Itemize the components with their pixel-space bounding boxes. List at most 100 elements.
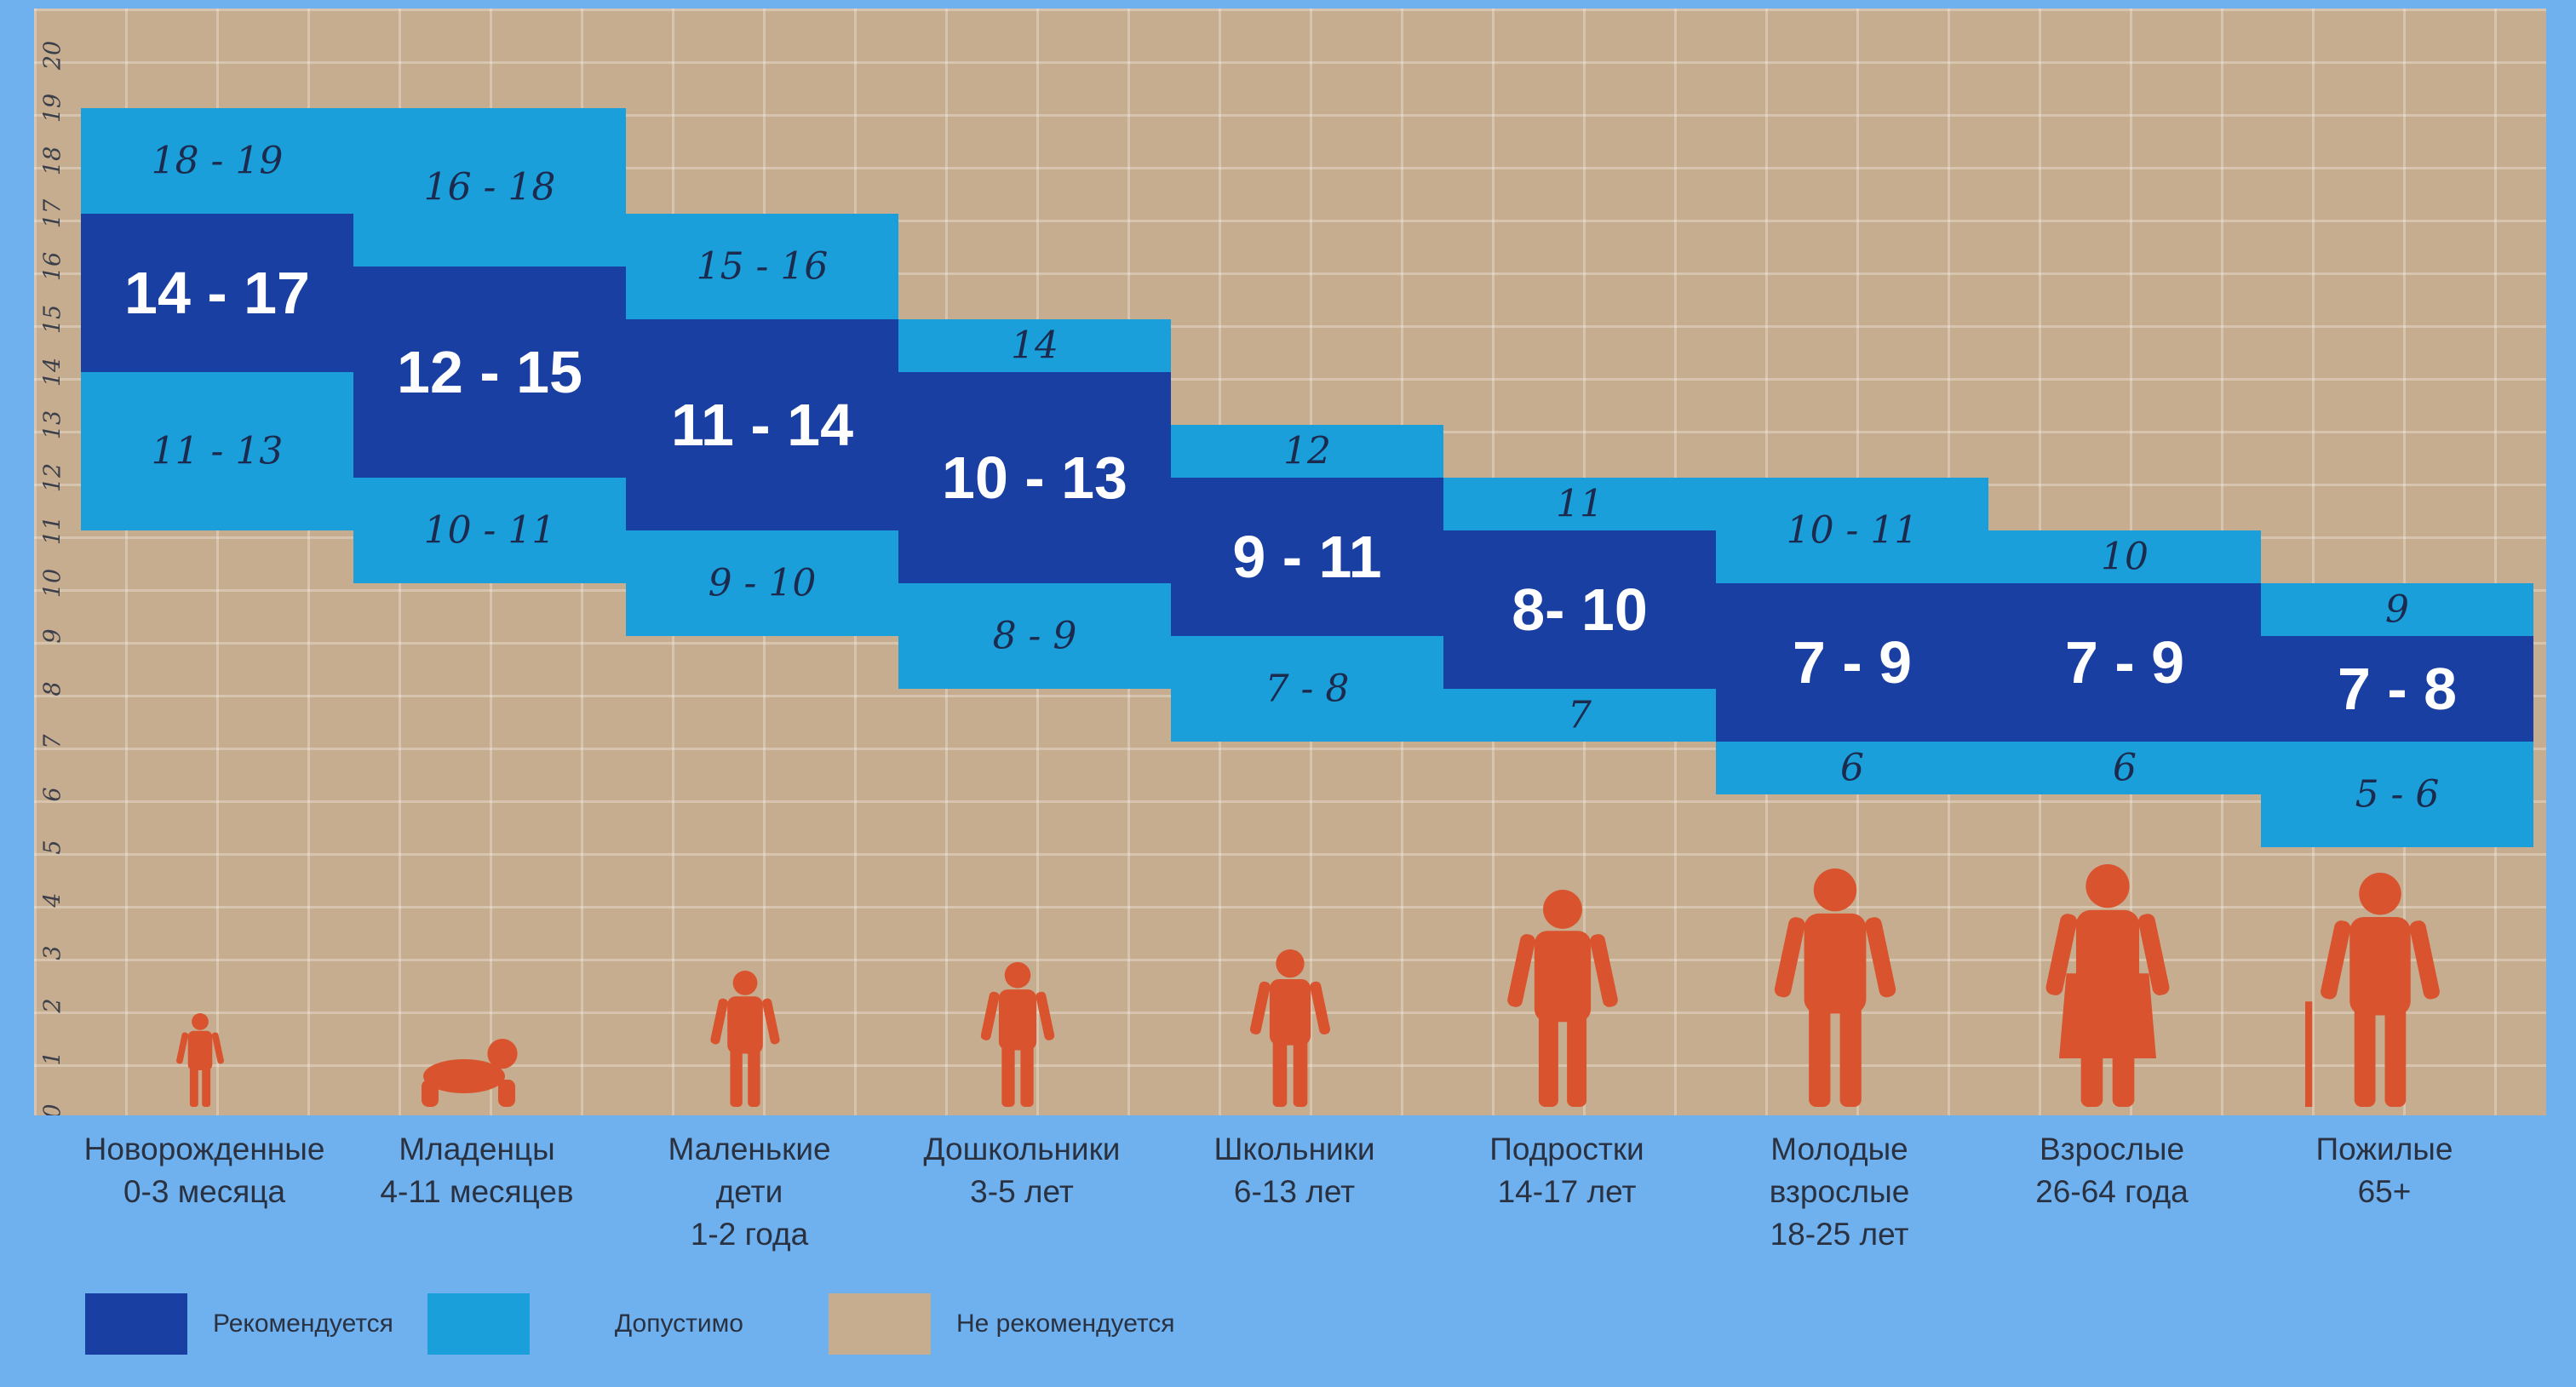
teenager-figure-icon [1507,890,1618,1107]
acceptable-low-label-5: 7 [1568,694,1592,737]
acceptable-high-label-0: 18 - 19 [152,140,284,183]
acceptable-low-bar-5 [1443,689,1716,742]
acceptable-low-bar-0 [81,372,353,530]
acceptable-high-label-3: 14 [1011,324,1059,368]
legend-label-not-recommended: Не рекомендуется [955,1310,1175,1338]
legend: Рекомендуется Допустимо Не рекомендуется [85,1290,1209,1358]
acceptable-low-bar-3 [898,583,1171,689]
adult-figure-icon [2045,864,2170,1107]
y-tick-label-15: 15 [40,305,66,334]
acceptable-low-bar-1 [353,478,626,583]
recommended-bar-2 [626,319,898,530]
acceptable-high-bar-5 [1443,478,1716,530]
y-tick-label-10: 10 [40,569,66,598]
recommended-bar-1 [353,267,626,478]
acceptable-low-label-6: 6 [1840,747,1864,790]
acceptable-high-bar-2 [626,214,898,319]
recommended-bar-6 [1716,583,1988,742]
recommended-bar-7 [1988,583,2261,742]
acceptable-high-bar-3 [898,319,1171,372]
category-label-2: Маленькие дети 1-2 года [668,1132,831,1252]
y-tick-label-1: 1 [40,1051,66,1065]
y-tick-label-19: 19 [40,94,66,123]
acceptable-high-bar-7 [1988,530,2261,583]
acceptable-low-label-3: 8 - 9 [993,615,1077,658]
legend-swatch-acceptable [427,1293,530,1355]
elderly-figure-icon [2305,873,2440,1107]
recommended-label-0: 14 - 17 [124,260,310,326]
acceptable-low-label-4: 7 - 8 [1265,668,1350,711]
y-tick-label-17: 17 [40,198,66,228]
recommended-label-5: 8- 10 [1512,576,1648,643]
acceptable-high-label-1: 16 - 18 [424,166,556,209]
chart-panel: 0 1 2 3 4 5 6 7 8 9 10 11 12 13 14 15 16 17 18 19 20 18 - 19 1… [34,9,2546,1115]
acceptable-high-bar-0 [81,108,353,214]
recommended-label-1: 12 - 15 [397,339,582,405]
young-adult-figure-icon [1774,868,1896,1107]
y-tick-label-2: 2 [40,998,66,1013]
y-tick-label-12: 12 [40,463,66,492]
y-tick-label-18: 18 [40,146,66,175]
toddler-figure-icon [710,971,780,1107]
recommended-bar-0 [81,214,353,372]
category-label-0: Новорожденные 0-3 месяца [83,1132,325,1209]
y-tick-label-5: 5 [40,840,66,854]
recommended-label-3: 10 - 13 [942,444,1127,511]
y-tick-label-20: 20 [40,41,66,71]
y-tick-label-0: 0 [40,1103,66,1115]
y-tick-label-7: 7 [40,734,66,749]
recommended-bar-8 [2261,636,2533,742]
recommended-bar-4 [1171,478,1443,636]
recommended-label-4: 9 - 11 [1232,524,1381,590]
acceptable-high-bar-4 [1171,425,1443,478]
preschooler-figure-icon [980,962,1055,1107]
y-tick-label-16: 16 [40,252,66,281]
category-label-8: Пожилые 65+ [2315,1132,2453,1209]
category-label-7: Взрослые 26-64 года [2035,1132,2189,1209]
y-tick-label-6: 6 [40,787,66,801]
acceptable-low-bar-7 [1988,742,2261,794]
recommended-bar-3 [898,372,1171,583]
category-label-5: Подростки 14-17 лет [1489,1132,1644,1209]
y-tick-label-13: 13 [40,410,66,439]
legend-label-acceptable: Допустимо [614,1310,743,1338]
category-label-6: Молодые взрослые 18-25 лет [1769,1132,1910,1252]
acceptable-high-label-5: 11 [1556,483,1604,526]
acceptable-high-label-6: 10 - 11 [1787,509,1919,553]
acceptable-high-bar-6 [1716,478,1988,583]
acceptable-high-label-8: 9 [2385,588,2409,632]
recommended-label-7: 7 - 9 [2065,629,2184,696]
acceptable-low-label-7: 6 [2113,747,2137,790]
category-label-3: Дошкольники 3-5 лет [923,1132,1121,1209]
recommended-label-2: 11 - 14 [671,392,853,458]
acceptable-low-label-2: 9 - 10 [709,562,817,605]
acceptable-low-label-0: 11 - 13 [152,430,284,473]
acceptable-low-bar-2 [626,530,898,636]
recommended-label-8: 7 - 8 [2338,656,2457,722]
schoolchild-figure-icon [1249,949,1331,1107]
acceptable-low-bar-8 [2261,742,2533,847]
acceptable-low-bar-4 [1171,636,1443,742]
recommended-label-6: 7 - 9 [1793,629,1912,696]
y-tick-label-3: 3 [40,945,66,960]
acceptable-high-label-2: 15 - 16 [697,245,829,289]
acceptable-low-label-1: 10 - 11 [424,509,556,553]
acceptable-high-bar-1 [353,108,626,267]
legend-swatch-recommended [85,1293,187,1355]
category-label-1: Младенцы 4-11 месяцев [380,1132,574,1209]
legend-swatch-not-recommended [828,1293,931,1355]
legend-label-recommended: Рекомендуется [213,1310,393,1338]
crawling-baby-figure-icon [422,1039,518,1107]
acceptable-high-label-7: 10 [2101,536,2149,579]
acceptable-high-bar-8 [2261,583,2533,636]
acceptable-high-label-4: 12 [1283,430,1331,473]
newborn-figure-icon [176,1013,224,1107]
y-tick-label-9: 9 [40,628,66,643]
y-tick-label-11: 11 [40,516,66,545]
y-tick-label-4: 4 [40,892,66,908]
acceptable-low-bar-6 [1716,742,1988,794]
recommended-bar-5 [1443,530,1716,689]
y-tick-label-8: 8 [40,681,66,696]
y-tick-label-14: 14 [40,358,66,387]
